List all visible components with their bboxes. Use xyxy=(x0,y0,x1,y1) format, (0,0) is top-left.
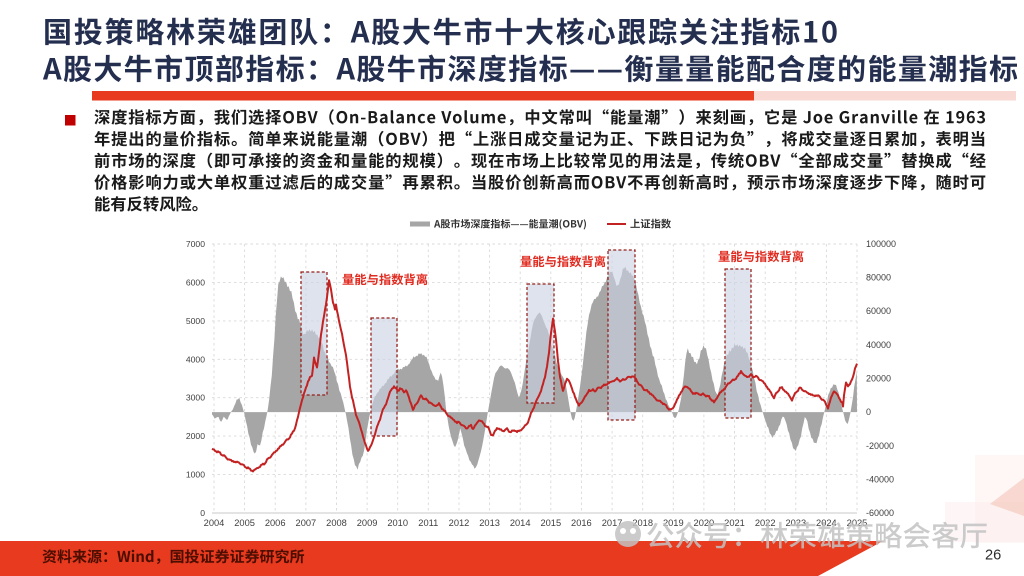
svg-text:2019: 2019 xyxy=(663,518,684,528)
svg-text:100000: 100000 xyxy=(866,239,896,249)
svg-text:2009: 2009 xyxy=(357,518,378,528)
svg-text:2020: 2020 xyxy=(694,518,715,528)
svg-text:2016: 2016 xyxy=(571,518,592,528)
svg-text:2000: 2000 xyxy=(186,431,205,441)
svg-text:2023: 2023 xyxy=(785,518,806,528)
svg-text:0: 0 xyxy=(866,407,871,417)
svg-text:2013: 2013 xyxy=(479,518,500,528)
svg-text:2007: 2007 xyxy=(296,518,317,528)
svg-text:40000: 40000 xyxy=(866,340,891,350)
svg-text:26: 26 xyxy=(985,548,1001,564)
svg-text:20000: 20000 xyxy=(866,374,891,384)
svg-text:80000: 80000 xyxy=(866,273,891,283)
svg-text:7000: 7000 xyxy=(186,239,205,249)
svg-text:5000: 5000 xyxy=(186,316,205,326)
svg-text:2025: 2025 xyxy=(847,518,868,528)
svg-text:0: 0 xyxy=(200,508,205,518)
svg-text:2012: 2012 xyxy=(449,518,470,528)
svg-text:60000: 60000 xyxy=(866,306,891,316)
svg-text:2014: 2014 xyxy=(510,518,531,528)
svg-text:4000: 4000 xyxy=(186,354,205,364)
svg-text:2015: 2015 xyxy=(540,518,561,528)
svg-text:2024: 2024 xyxy=(816,518,837,528)
svg-text:2006: 2006 xyxy=(265,518,286,528)
svg-text:-60000: -60000 xyxy=(866,508,894,518)
svg-text:2010: 2010 xyxy=(387,518,408,528)
svg-text:-20000: -20000 xyxy=(866,441,894,451)
svg-text:2005: 2005 xyxy=(234,518,255,528)
svg-text:2011: 2011 xyxy=(418,518,438,528)
svg-text:6000: 6000 xyxy=(186,277,205,287)
svg-text:2004: 2004 xyxy=(204,518,225,528)
svg-text:2022: 2022 xyxy=(755,518,776,528)
svg-text:-40000: -40000 xyxy=(866,474,894,484)
svg-text:1000: 1000 xyxy=(186,470,205,480)
svg-text:2021: 2021 xyxy=(724,518,745,528)
svg-text:2008: 2008 xyxy=(326,518,347,528)
svg-text:2017: 2017 xyxy=(602,518,623,528)
svg-text:2018: 2018 xyxy=(632,518,653,528)
svg-text:3000: 3000 xyxy=(186,393,205,403)
